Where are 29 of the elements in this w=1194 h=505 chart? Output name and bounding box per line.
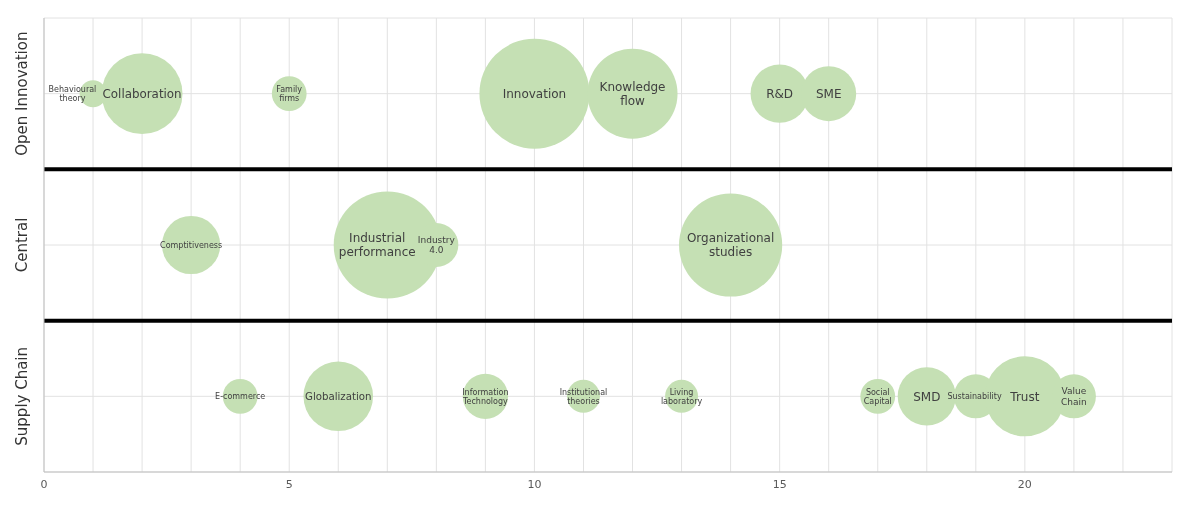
- annotation: Information Technology: [461, 387, 509, 406]
- y-tick-label: Supply Chain: [13, 346, 31, 446]
- x-tick-label: 20: [1017, 477, 1032, 491]
- annotation: SME: [815, 86, 842, 101]
- annotation: Globalization: [304, 390, 372, 402]
- annotation: Organizational studies: [686, 231, 775, 260]
- y-tick-label: Open Innovation: [13, 31, 31, 156]
- annotation: Industrial performance: [338, 231, 416, 260]
- annotation: Knowledge flow: [599, 79, 666, 108]
- annotation: Trust: [1009, 389, 1040, 404]
- annotation: R&D: [766, 86, 794, 101]
- x-tick-label: 10: [527, 477, 542, 491]
- annotation: Comptitiveness: [160, 240, 223, 250]
- annotation: Social Capital: [863, 387, 892, 406]
- annotation: Living laboratory: [660, 387, 703, 406]
- annotation: E-commerce: [215, 392, 266, 402]
- annotation: Institutional theories: [559, 387, 608, 406]
- y-tick-label: Central: [13, 217, 31, 273]
- annotation: Behavioural theory: [48, 84, 97, 104]
- x-tick-label: 0: [40, 477, 48, 491]
- x-tick-label: 15: [772, 477, 787, 491]
- annotation: Sustainability: [947, 392, 1002, 402]
- annotation: Innovation: [502, 86, 567, 101]
- annotation: Collaboration: [102, 86, 182, 101]
- annotation: Industry 4.0: [417, 234, 456, 256]
- annotation: Value Chain: [1061, 386, 1087, 407]
- x-tick-label: 5: [285, 477, 293, 491]
- annotation: SMD: [913, 389, 941, 404]
- annotation: Family firms: [276, 84, 303, 104]
